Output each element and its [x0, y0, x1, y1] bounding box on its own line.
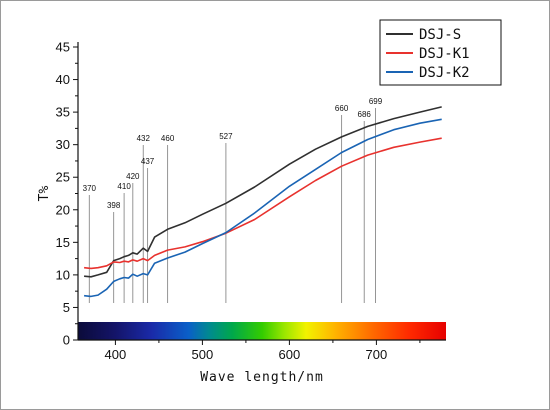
legend-label-DSJ-K1: DSJ-K1	[419, 46, 470, 62]
y-tick-label: 20	[56, 202, 70, 217]
annotation-label-398: 398	[107, 201, 121, 210]
annotation-label-420: 420	[126, 172, 140, 181]
annotation-label-437: 437	[141, 157, 155, 166]
annotation-label-370: 370	[83, 184, 97, 193]
legend-label-DSJ-S: DSJ-S	[419, 27, 461, 43]
y-tick-label: 0	[63, 333, 70, 348]
x-tick-label: 400	[105, 347, 127, 362]
x-tick-label: 600	[279, 347, 301, 362]
series-line-DSJ-K2	[84, 118, 442, 298]
y-tick-label: 10	[56, 267, 70, 282]
series-line-DSJ-S	[84, 106, 442, 278]
annotation-label-686: 686	[358, 110, 372, 119]
y-tick-label: 35	[56, 105, 70, 120]
annotation-label-660: 660	[335, 104, 349, 113]
annotation-label-410: 410	[117, 182, 131, 191]
y-tick-label: 45	[56, 40, 70, 55]
y-tick-label: 30	[56, 137, 70, 152]
x-tick-label: 500	[192, 347, 214, 362]
tick-labels: 0 5 10 15 20 25 30 35 40 45 400 500 600 700	[56, 40, 421, 362]
legend-label-DSJ-K2: DSJ-K2	[419, 65, 470, 81]
x-tick-label: 700	[366, 347, 388, 362]
y-tick-label: 5	[63, 300, 70, 315]
annotation-label-699: 699	[369, 97, 383, 106]
annotation-label-460: 460	[161, 134, 175, 143]
annotation-label-432: 432	[137, 134, 151, 143]
series-line-DSJ-K1	[84, 137, 442, 270]
y-tick-label: 40	[56, 72, 70, 87]
x-axis-label: Wave length/nm	[200, 370, 324, 385]
legend: DSJ-S DSJ-K1 DSJ-K2	[379, 19, 502, 86]
series-lines	[84, 106, 442, 298]
spectrum-strip	[78, 322, 446, 340]
y-tick-label: 15	[56, 235, 70, 250]
y-axis-label: T%	[37, 186, 52, 202]
axes	[77, 42, 446, 341]
annotation-label-527: 527	[219, 132, 233, 141]
y-tick-label: 25	[56, 170, 70, 185]
